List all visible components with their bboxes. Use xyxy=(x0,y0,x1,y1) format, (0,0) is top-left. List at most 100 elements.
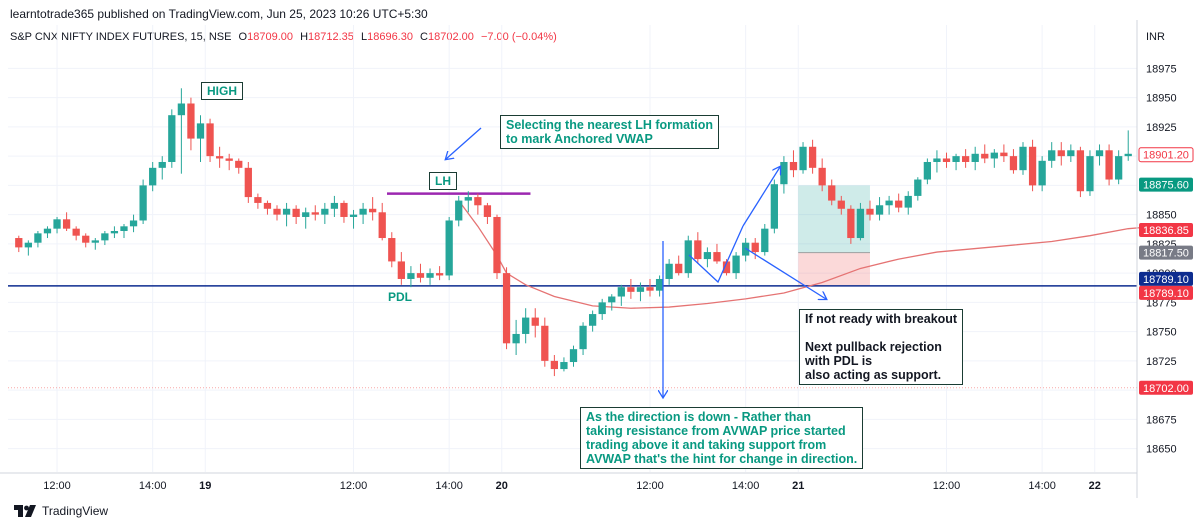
candle-body xyxy=(1105,150,1113,180)
candle-body xyxy=(1115,156,1123,180)
candle-body xyxy=(72,228,80,236)
candle xyxy=(244,161,252,203)
candle xyxy=(292,205,300,224)
candle xyxy=(550,355,559,377)
time-tick-label: 12:00 xyxy=(933,480,961,492)
price-label: 18817.50 xyxy=(1139,245,1193,260)
price-label: 18901.20 xyxy=(1138,147,1194,163)
price-label-text: 18702.00 xyxy=(1143,383,1189,395)
candle xyxy=(588,310,597,332)
candle-body xyxy=(1057,150,1065,157)
candle xyxy=(990,149,998,168)
candle-body xyxy=(321,208,329,215)
price-tick-label: 18650 xyxy=(1146,444,1177,456)
high-value: 18712.35 xyxy=(308,31,354,43)
candle-body xyxy=(780,161,788,185)
high-annotation: HIGH xyxy=(201,82,243,100)
candle xyxy=(110,226,119,239)
candle-body xyxy=(62,219,71,229)
price-tick-label: 18975 xyxy=(1146,63,1177,75)
candle xyxy=(158,156,166,180)
candle-body xyxy=(82,235,90,243)
candle-body xyxy=(675,263,683,274)
candle xyxy=(369,197,377,221)
candle-body xyxy=(818,167,826,186)
candle xyxy=(808,139,817,174)
candle xyxy=(34,231,42,248)
price-label-text: 18817.50 xyxy=(1143,248,1189,260)
tradingview-logo-icon xyxy=(14,505,36,517)
candle xyxy=(62,212,71,232)
candle xyxy=(149,161,157,192)
candle-body xyxy=(292,208,300,217)
candle-body xyxy=(1048,150,1056,161)
candle-body xyxy=(120,226,128,232)
candle xyxy=(349,209,358,229)
candle-body xyxy=(206,123,214,157)
candle-body xyxy=(1028,146,1037,186)
time-tick-label: 12:00 xyxy=(340,480,368,492)
candle-body xyxy=(254,197,262,203)
candle-body xyxy=(961,156,970,162)
price-label-bg xyxy=(1139,223,1193,238)
candle-body xyxy=(1038,160,1046,186)
time-tick-label: 14:00 xyxy=(139,480,167,492)
candle-body xyxy=(703,252,712,260)
candle xyxy=(91,238,99,250)
candle-body xyxy=(302,212,310,217)
anchored-vwap-line xyxy=(458,200,1157,309)
anchored-vwap-note: Selecting the nearest LH formation to ma… xyxy=(500,115,719,149)
candle xyxy=(1067,144,1075,162)
time-tick-label: 19 xyxy=(199,480,211,492)
candle xyxy=(1000,144,1008,162)
candle xyxy=(818,158,826,192)
candle-body xyxy=(53,219,61,229)
candle xyxy=(713,243,721,264)
candle xyxy=(187,97,195,151)
candle xyxy=(866,200,874,221)
candle-body xyxy=(359,208,367,215)
candle xyxy=(388,232,396,268)
close-value: 18702.00 xyxy=(428,31,474,43)
candle xyxy=(961,149,970,168)
candle xyxy=(942,152,951,168)
pullback-path xyxy=(688,225,744,284)
candle xyxy=(837,195,845,215)
candle xyxy=(885,195,893,215)
candle-body xyxy=(168,115,176,162)
candle xyxy=(655,275,664,297)
candle xyxy=(43,226,52,239)
candle xyxy=(895,193,903,213)
chart-grid xyxy=(8,25,1137,472)
candle-body xyxy=(273,208,281,215)
candle xyxy=(53,216,61,234)
candle xyxy=(646,278,654,297)
candle-body xyxy=(512,333,520,344)
price-tick-label: 18750 xyxy=(1146,327,1177,339)
candle-body xyxy=(397,261,405,279)
candle-body xyxy=(770,184,778,229)
price-label-text: 18789.10 xyxy=(1143,288,1189,300)
candle-body xyxy=(426,273,434,278)
candle-body xyxy=(43,228,52,234)
candle-body xyxy=(828,185,836,201)
candle-body xyxy=(340,202,348,217)
footer-brand: TradingView xyxy=(42,504,109,518)
candle xyxy=(24,240,32,256)
candle-body xyxy=(694,240,702,260)
candle-body xyxy=(369,208,377,213)
candle xyxy=(981,144,989,164)
candle xyxy=(330,195,339,217)
candle-body xyxy=(722,261,731,274)
candle xyxy=(1028,139,1037,192)
candle-body xyxy=(952,156,960,162)
candle-body xyxy=(129,220,138,227)
candle xyxy=(120,223,128,239)
candle-body xyxy=(751,242,759,253)
candle-body xyxy=(34,233,42,243)
candle xyxy=(416,263,425,283)
candle xyxy=(397,252,405,285)
candle xyxy=(1038,156,1046,192)
price-tick-label: 18775 xyxy=(1146,297,1177,309)
